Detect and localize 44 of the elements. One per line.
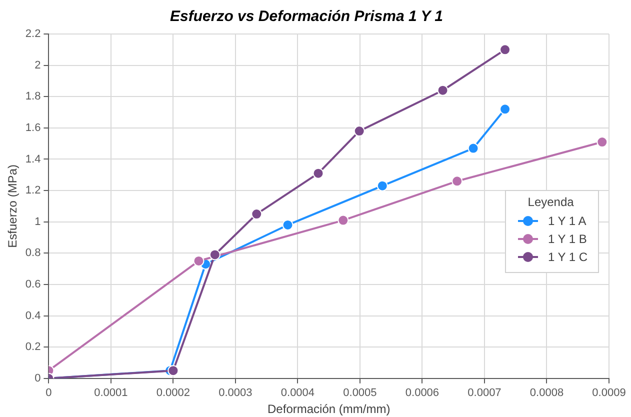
y-tick-label: 0 <box>34 372 41 384</box>
point <box>376 180 388 192</box>
legend-label: 1 Y 1 B <box>548 232 587 246</box>
point <box>452 176 463 187</box>
y-tick-label: 2.2 <box>25 28 41 40</box>
y-tick-label: 2 <box>34 59 41 72</box>
point <box>282 219 294 230</box>
chart-title: Esfuerzo vs Deformación Prisma 1 Y 1 <box>170 8 443 26</box>
x-tick-label: 0.0002 <box>156 387 190 400</box>
point <box>500 104 511 115</box>
legend-label: 1 Y 1 C <box>548 250 588 264</box>
point <box>437 84 448 96</box>
y-tick-label: 0.2 <box>25 341 41 354</box>
point <box>468 142 479 154</box>
y-axis-title: Esfuerzo (MPa) <box>6 164 20 248</box>
x-tick-label: 0.0006 <box>405 387 440 400</box>
legend-label: 1 Y 1 A <box>548 214 586 228</box>
y-tick-label: 0.8 <box>25 247 41 260</box>
y-tick-label: 1 <box>34 216 41 228</box>
x-tick-label: 0 <box>46 387 52 400</box>
point <box>500 44 511 56</box>
y-tick-label: 0.6 <box>25 278 41 291</box>
y-tick-label: 1.8 <box>25 90 41 103</box>
point <box>193 255 204 266</box>
legend-title: Leyenda <box>526 194 575 209</box>
point <box>209 249 220 260</box>
x-tick-label: 0.0005 <box>343 387 377 400</box>
x-tick-label: 0.0001 <box>94 387 128 400</box>
point <box>312 168 324 179</box>
point <box>251 208 262 220</box>
x-tick-label: 0.0004 <box>280 387 315 400</box>
y-tick-label: 1.2 <box>25 184 41 197</box>
x-tick-label: 0.0007 <box>468 387 502 400</box>
point <box>168 365 179 376</box>
x-axis-title: Deformación (mm/mm) <box>268 402 390 416</box>
point <box>354 126 365 137</box>
x-tick-label: 0.0009 <box>592 387 626 400</box>
x-tick-label: 0.0008 <box>530 387 564 400</box>
point <box>338 214 349 226</box>
x-tick-label: 0.0003 <box>218 387 252 400</box>
y-tick-label: 1.6 <box>25 122 41 134</box>
point <box>596 136 608 148</box>
y-tick-label: 0.4 <box>25 310 41 322</box>
y-tick-label: 1.4 <box>25 153 41 166</box>
